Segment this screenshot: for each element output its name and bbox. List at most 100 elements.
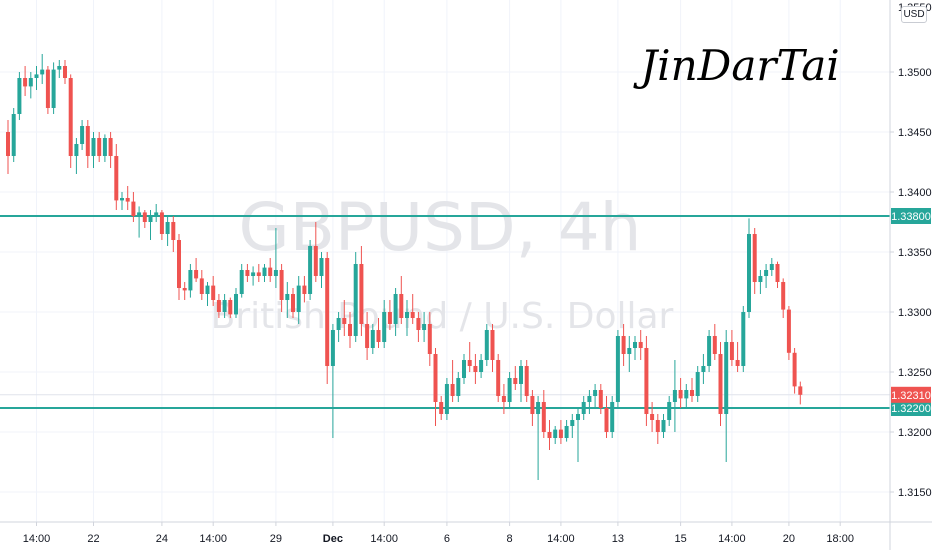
- candle-body: [239, 270, 244, 294]
- candle-body: [194, 270, 199, 279]
- last-price-badge-bg: [891, 386, 931, 403]
- x-tick-label: 29: [270, 533, 282, 545]
- candle: [159, 210, 164, 240]
- candle-body: [672, 390, 677, 402]
- time-axis-bg: [0, 522, 932, 550]
- candle: [627, 336, 632, 372]
- candle-body: [273, 270, 278, 276]
- candle: [74, 138, 79, 174]
- candle: [205, 282, 210, 306]
- x-tick-label: 15: [674, 533, 686, 545]
- candle-body: [427, 324, 432, 354]
- candle-body: [507, 378, 512, 402]
- candle: [741, 306, 746, 372]
- candle-body: [148, 216, 153, 222]
- candle-body: [256, 272, 261, 276]
- candle: [234, 288, 238, 318]
- candle: [501, 384, 506, 414]
- candle-body: [690, 390, 694, 396]
- candle-body: [712, 336, 717, 354]
- candle-body: [678, 390, 683, 399]
- candle: [308, 240, 313, 300]
- candle: [462, 354, 466, 384]
- candle: [216, 294, 221, 318]
- candle: [786, 306, 791, 360]
- candle-body: [57, 66, 62, 70]
- candle: [479, 354, 484, 378]
- candle: [23, 66, 28, 96]
- candle-body: [781, 282, 786, 310]
- candle: [547, 420, 552, 450]
- candle: [661, 414, 666, 438]
- candle-body: [359, 264, 364, 324]
- candle: [405, 300, 409, 336]
- candle: [678, 378, 683, 408]
- candle-body: [775, 264, 780, 282]
- candle: [382, 300, 387, 348]
- candle-body: [615, 336, 620, 402]
- candle-body: [342, 318, 347, 324]
- candle: [239, 264, 244, 298]
- candle-body: [370, 330, 375, 348]
- candle: [695, 366, 700, 402]
- candle: [439, 396, 444, 420]
- candle-body: [171, 222, 176, 240]
- candle: [165, 216, 170, 246]
- candle-body: [40, 69, 45, 75]
- candle: [513, 366, 518, 390]
- candle: [530, 390, 535, 426]
- candle: [57, 60, 62, 78]
- candle: [467, 342, 472, 372]
- candle: [365, 312, 370, 360]
- candle: [667, 396, 672, 426]
- candle: [108, 132, 113, 168]
- candle-body: [137, 212, 142, 216]
- candle: [764, 264, 769, 288]
- y-tick-label: 1.33500: [898, 247, 932, 259]
- candle: [701, 354, 706, 384]
- candle: [222, 294, 227, 318]
- candle-body: [627, 348, 632, 354]
- candle: [610, 396, 615, 438]
- candle-body: [479, 360, 484, 372]
- candle-body: [530, 396, 535, 414]
- candle-body: [205, 285, 210, 294]
- x-tick-label: 14:00: [199, 533, 227, 545]
- candle-body: [553, 429, 558, 438]
- candle: [536, 396, 541, 480]
- candle: [188, 264, 193, 298]
- candle: [729, 330, 734, 366]
- candle: [120, 192, 124, 210]
- candle-body: [598, 390, 603, 408]
- candle: [633, 336, 637, 360]
- candle-body: [570, 420, 575, 426]
- candle-body: [758, 276, 763, 282]
- candle: [781, 278, 786, 318]
- x-tick-label: Dec: [323, 533, 343, 545]
- candle-body: [382, 312, 387, 342]
- candle-body: [467, 360, 472, 366]
- candle-body: [621, 336, 626, 354]
- x-tick-label: 14:00: [370, 533, 398, 545]
- candle-body: [456, 378, 461, 396]
- candle-body: [496, 360, 501, 396]
- candle-body: [285, 294, 290, 300]
- candle: [433, 348, 438, 426]
- candle-body: [330, 330, 335, 366]
- candle-body: [786, 309, 791, 353]
- candle-body: [735, 360, 740, 366]
- y-tick-label: 1.31500: [898, 487, 932, 499]
- signature-logo: JinDarTai: [632, 41, 839, 90]
- last-price-badge-text: 1.32310: [891, 390, 931, 402]
- candle-body: [234, 294, 238, 315]
- candle-body: [519, 366, 523, 384]
- currency-selector[interactable]: USD: [901, 6, 927, 23]
- candle-body: [6, 132, 10, 156]
- candles: [6, 54, 803, 480]
- candle: [228, 297, 233, 318]
- level-badge-text: 1.32200: [891, 403, 931, 415]
- candle: [558, 420, 563, 444]
- candle: [142, 210, 147, 228]
